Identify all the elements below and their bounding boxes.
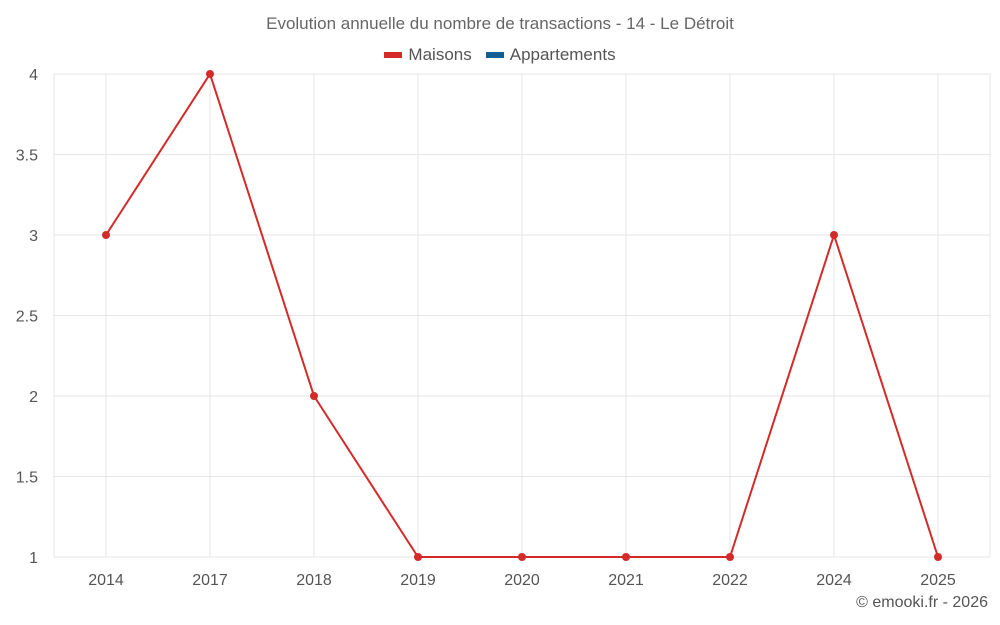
legend-item-appartements[interactable]: Appartements [485,45,616,65]
data-point [830,231,838,239]
x-tick-label: 2017 [192,572,228,589]
data-point [102,231,110,239]
y-tick-label: 2.5 [16,309,38,326]
x-tick-label: 2022 [712,572,748,589]
data-point [414,553,422,561]
data-point [518,553,526,561]
data-point [726,553,734,561]
x-tick-label: 2024 [816,572,852,589]
x-tick-label: 2018 [296,572,332,589]
x-tick-label: 2021 [608,572,644,589]
data-point [310,392,318,400]
y-tick-label: 1.5 [16,470,38,487]
y-tick-label: 4 [29,67,38,84]
y-tick-label: 2 [29,389,38,406]
x-tick-label: 2020 [504,572,540,589]
y-tick-label: 1 [29,550,38,567]
copyright-credit: © emooki.fr - 2026 [856,594,988,611]
y-tick-label: 3 [29,228,38,245]
data-point [934,553,942,561]
x-tick-label: 2019 [400,572,436,589]
legend-label-maisons: Maisons [408,45,472,64]
data-point [206,70,214,78]
x-tick-label: 2014 [88,572,124,589]
data-point [622,553,630,561]
legend-swatch-maisons [384,52,403,58]
y-tick-label: 3.5 [16,148,38,165]
legend-item-maisons[interactable]: Maisons [384,45,472,65]
chart-title: Evolution annuelle du nombre de transact… [266,14,734,33]
legend-label-appartements: Appartements [509,45,616,64]
chart-legend: Maisons Appartements [0,45,1000,65]
x-tick-label: 2025 [920,572,956,589]
legend-swatch-appartements [485,52,504,58]
